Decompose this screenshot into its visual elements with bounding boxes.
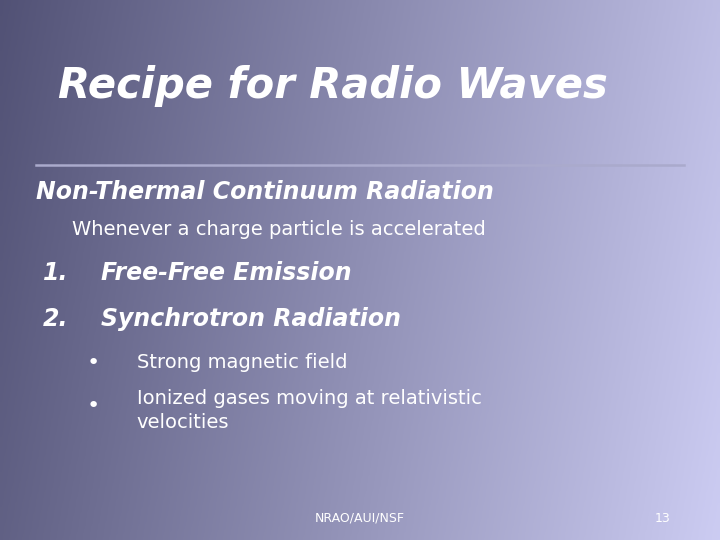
Text: Ionized gases moving at relativistic: Ionized gases moving at relativistic [137, 389, 482, 408]
Text: •: • [86, 396, 99, 416]
Text: Strong magnetic field: Strong magnetic field [137, 353, 347, 373]
Text: 1.: 1. [43, 261, 68, 285]
Text: 13: 13 [654, 512, 670, 525]
Text: •: • [86, 353, 99, 373]
Text: velocities: velocities [137, 413, 229, 432]
Text: 2.: 2. [43, 307, 68, 330]
Text: Non-Thermal Continuum Radiation: Non-Thermal Continuum Radiation [36, 180, 494, 204]
Text: Free-Free Emission: Free-Free Emission [101, 261, 351, 285]
Text: NRAO/AUI/NSF: NRAO/AUI/NSF [315, 512, 405, 525]
Text: Recipe for Radio Waves: Recipe for Radio Waves [58, 65, 608, 107]
Text: Whenever a charge particle is accelerated: Whenever a charge particle is accelerate… [72, 220, 486, 239]
Text: Synchrotron Radiation: Synchrotron Radiation [101, 307, 401, 330]
